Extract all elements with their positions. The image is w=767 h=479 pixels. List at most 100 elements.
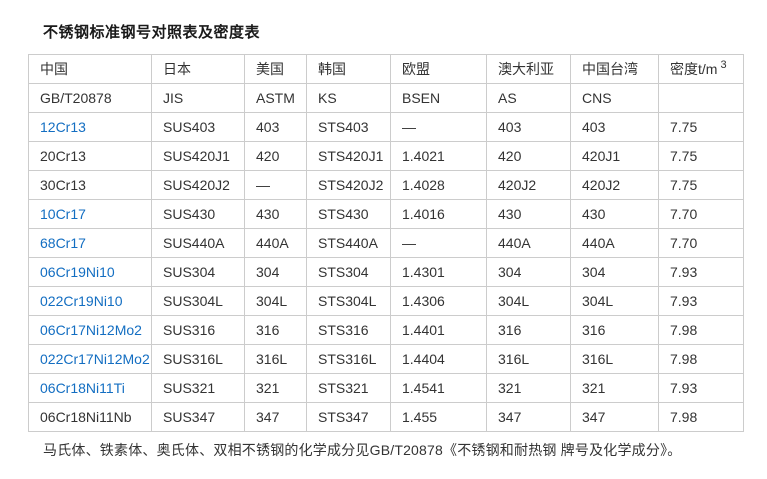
table-header-row-regions: 中国 日本 美国 韩国 欧盟 澳大利亚 中国台湾 密度t/m 3 [28, 54, 744, 84]
cell-japan: SUS347 [151, 402, 245, 432]
cell-japan: SUS420J2 [151, 170, 245, 200]
cell-china: 022Cr17Ni12Mo2 [28, 344, 152, 374]
steel-grade-link[interactable]: 06Cr18Ni11Ti [40, 380, 125, 396]
cell-australia: 347 [486, 402, 571, 432]
cell-density: 7.93 [658, 286, 744, 316]
cell-density: 7.75 [658, 170, 744, 200]
cell-density: 7.75 [658, 141, 744, 171]
standard-china: GB/T20878 [28, 83, 152, 113]
cell-australia: 403 [486, 112, 571, 142]
cell-korea: STS347 [306, 402, 391, 432]
cell-japan: SUS304 [151, 257, 245, 287]
steel-grade-link[interactable]: 06Cr19Ni10 [40, 264, 115, 280]
cell-taiwan: 440A [570, 228, 659, 258]
cell-usa: 316 [244, 315, 307, 345]
table-row: 022Cr19Ni10 SUS304L 304L STS304L 1.4306 304L 3… [28, 286, 744, 316]
column-header-korea: 韩国 [306, 54, 391, 84]
cell-china: 20Cr13 [28, 141, 152, 171]
table-row: 022Cr17Ni12Mo2 SUS316L 316L STS316L 1.4404 31… [28, 344, 744, 374]
cell-taiwan: 430 [570, 199, 659, 229]
page-title: 不锈钢标准钢号对照表及密度表 [43, 24, 261, 41]
cell-usa: 304 [244, 257, 307, 287]
column-header-china: 中国 [28, 54, 152, 84]
cell-taiwan: 420J2 [570, 170, 659, 200]
cell-china: 06Cr19Ni10 [28, 257, 152, 287]
table-row: 20Cr13 SUS420J1 420 STS420J1 1.4021 420 420J1 7… [28, 141, 744, 171]
cell-usa: 347 [244, 402, 307, 432]
cell-korea: STS321 [306, 373, 391, 403]
cell-australia: 440A [486, 228, 571, 258]
standard-australia: AS [486, 83, 571, 113]
standard-taiwan: CNS [570, 83, 659, 113]
cell-korea: STS430 [306, 199, 391, 229]
standard-japan: JIS [151, 83, 245, 113]
cell-usa: 316L [244, 344, 307, 374]
cell-eu: 1.4401 [390, 315, 487, 345]
cell-density: 7.98 [658, 344, 744, 374]
cell-australia: 420J2 [486, 170, 571, 200]
cell-density: 7.75 [658, 112, 744, 142]
cell-japan: SUS321 [151, 373, 245, 403]
steel-grade-link[interactable]: 12Cr13 [40, 119, 86, 135]
table-row: 68Cr17 SUS440A 440A STS440A —440A 440A 7.70 [28, 228, 744, 258]
steel-grade-link[interactable]: 06Cr17Ni12Mo2 [40, 322, 142, 338]
cell-eu: 1.4404 [390, 344, 487, 374]
cell-eu: 1.4541 [390, 373, 487, 403]
cell-taiwan: 403 [570, 112, 659, 142]
cell-korea: STS316L [306, 344, 391, 374]
steel-grade-link[interactable]: 68Cr17 [40, 235, 86, 251]
column-header-taiwan: 中国台湾 [570, 54, 659, 84]
cell-taiwan: 420J1 [570, 141, 659, 171]
table-row: 06Cr18Ni11Nb SUS347 347 STS347 1.455 347 347 7.… [28, 402, 744, 432]
column-header-density: 密度t/m 3 [658, 54, 744, 84]
steel-grade-link[interactable]: 10Cr17 [40, 206, 86, 222]
cell-eu: — [390, 228, 487, 258]
cell-eu: 1.455 [390, 402, 487, 432]
standard-korea: KS [306, 83, 391, 113]
footnote: 马氏体、铁素体、奥氏体、双相不锈钢的化学成分见GB/T20878《不锈钢和耐热钢… [43, 442, 682, 458]
cell-china: 68Cr17 [28, 228, 152, 258]
cell-eu: 1.4306 [390, 286, 487, 316]
cell-china: 30Cr13 [28, 170, 152, 200]
column-header-eu: 欧盟 [390, 54, 487, 84]
cell-taiwan: 304 [570, 257, 659, 287]
table-body: 12Cr13 SUS403 403 STS403—403 403 7.75 20Cr13 SU… [28, 112, 744, 432]
cell-eu: 1.4028 [390, 170, 487, 200]
cell-china: 06Cr17Ni12Mo2 [28, 315, 152, 345]
table-row: 06Cr17Ni12Mo2 SUS316 316 STS316 1.4401 316 316… [28, 315, 744, 345]
table-header-row-standards: GB/T20878 JIS ASTM KS BSEN AS CNS [28, 83, 744, 113]
cell-korea: STS316 [306, 315, 391, 345]
density-label: 密度t/m [670, 61, 718, 77]
steel-grade-link[interactable]: 022Cr17Ni12Mo2 [40, 351, 150, 367]
cell-usa: 304L [244, 286, 307, 316]
cell-australia: 304 [486, 257, 571, 287]
standard-usa: ASTM [244, 83, 307, 113]
cell-korea: STS403 [306, 112, 391, 142]
cell-eu: 1.4301 [390, 257, 487, 287]
cell-australia: 304L [486, 286, 571, 316]
table-row: 06Cr19Ni10 SUS304 304 STS304 1.4301 304 304 7.9… [28, 257, 744, 287]
cell-korea: STS420J2 [306, 170, 391, 200]
cell-usa: 440A [244, 228, 307, 258]
table-row: 30Cr13 SUS420J2— STS420J2 1.4028 420J2 420J2 7… [28, 170, 744, 200]
cell-australia: 430 [486, 199, 571, 229]
density-superscript: 3 [720, 59, 727, 72]
cell-density: 7.98 [658, 315, 744, 345]
cell-australia: 316L [486, 344, 571, 374]
cell-korea: STS440A [306, 228, 391, 258]
cell-japan: SUS316L [151, 344, 245, 374]
cell-japan: SUS316 [151, 315, 245, 345]
cell-china: 06Cr18Ni11Ti [28, 373, 152, 403]
cell-taiwan: 316 [570, 315, 659, 345]
standard-eu: BSEN [390, 83, 487, 113]
cell-eu: 1.4016 [390, 199, 487, 229]
cell-eu: 1.4021 [390, 141, 487, 171]
column-header-usa: 美国 [244, 54, 307, 84]
cell-japan: SUS403 [151, 112, 245, 142]
column-header-australia: 澳大利亚 [486, 54, 571, 84]
cell-taiwan: 347 [570, 402, 659, 432]
steel-grade-link[interactable]: 022Cr19Ni10 [40, 293, 123, 309]
cell-eu: — [390, 112, 487, 142]
standard-density [658, 83, 744, 113]
